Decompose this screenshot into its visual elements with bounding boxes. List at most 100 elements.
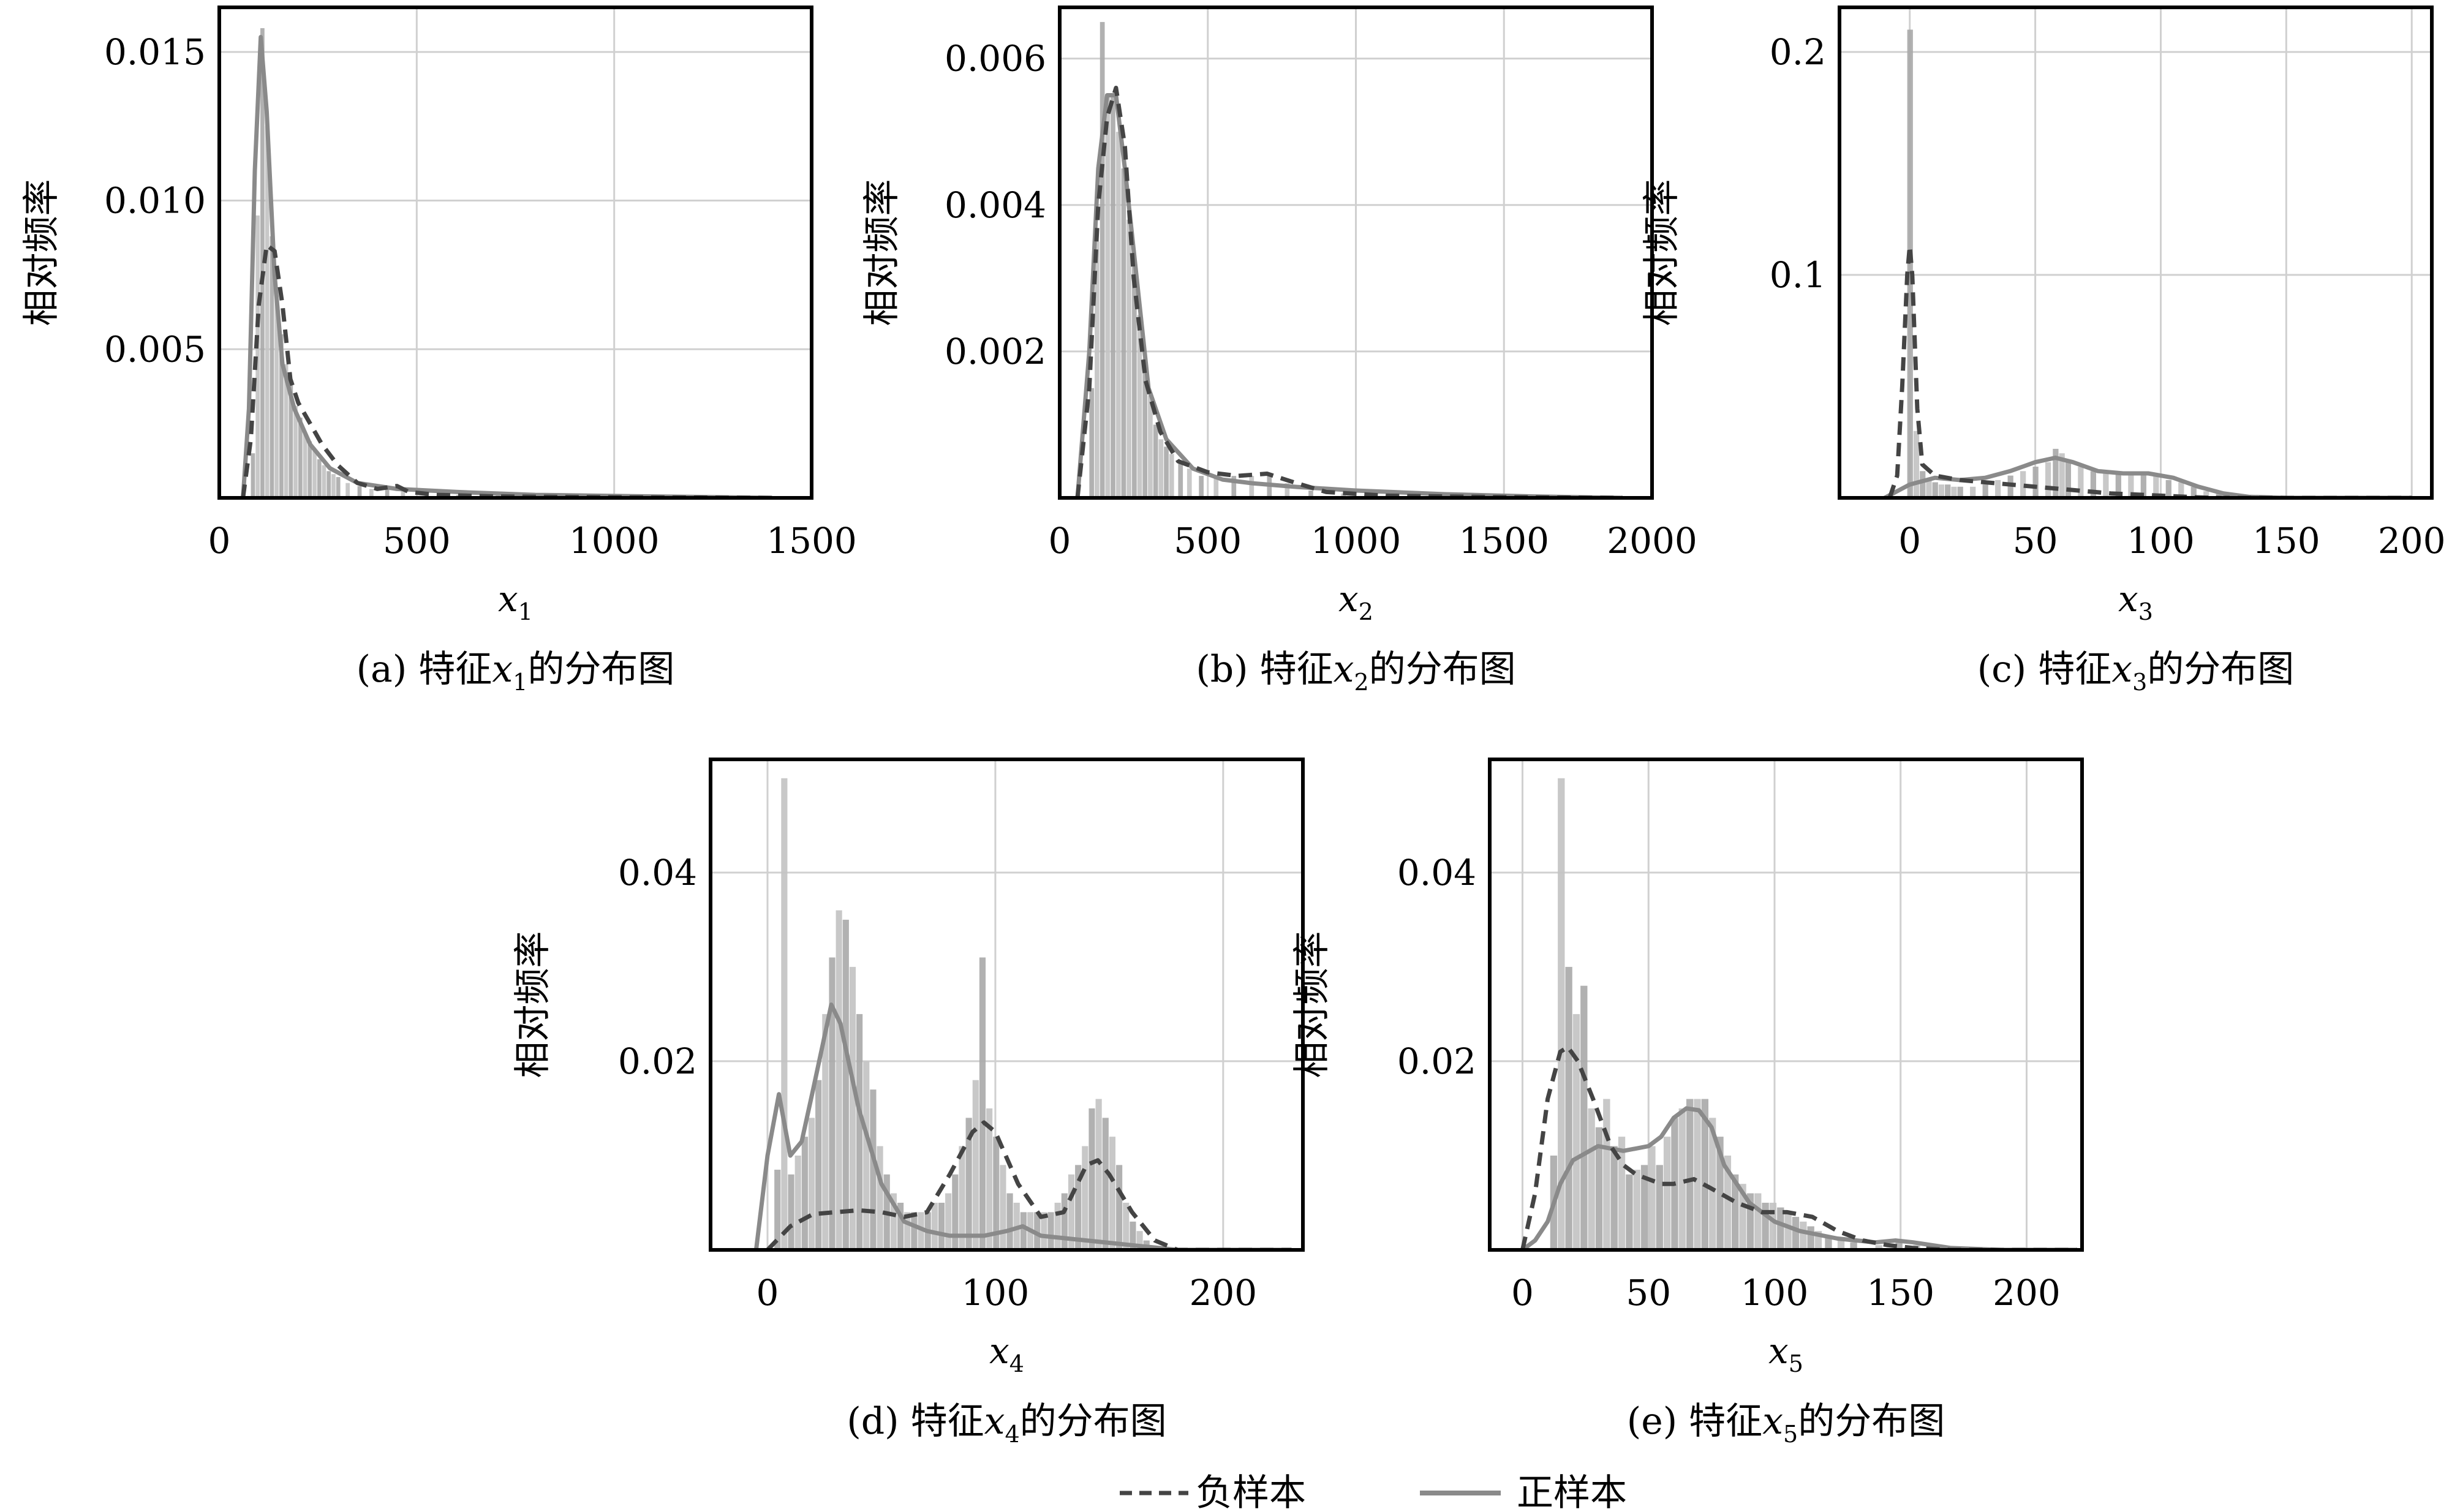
y-axis-label: 相对频率 (1291, 931, 1334, 1078)
x-axis-label-subscript: 3 (2138, 598, 2153, 625)
histogram-bar (293, 405, 298, 498)
histogram-bar (918, 1212, 924, 1250)
x-tick-label: 150 (2252, 520, 2320, 562)
histogram-bar (1580, 985, 1588, 1250)
y-tick-label: 0.002 (945, 331, 1046, 372)
histogram-bar (965, 1118, 972, 1250)
histogram-bar (265, 126, 270, 498)
x-tick-label: 500 (383, 520, 451, 562)
histogram-bar (842, 919, 849, 1250)
caption-prefix: (d) 特征 (847, 1400, 984, 1443)
histogram-bar (1572, 1014, 1580, 1250)
histogram-bar (938, 1202, 945, 1250)
histogram-bar (1111, 95, 1115, 498)
histogram-bar (260, 28, 265, 498)
y-tick-label: 0.02 (618, 1040, 697, 1082)
histogram-bar (972, 1080, 979, 1250)
y-axis-label: 相对频率 (1640, 179, 1683, 326)
histogram-bar (1089, 388, 1095, 498)
histogram-bar (1142, 358, 1148, 498)
histogram-bar (1116, 1165, 1123, 1250)
histogram-bar (1075, 1165, 1082, 1250)
histogram-bar (1109, 1137, 1116, 1250)
negative-kde-line (1887, 244, 2412, 498)
histogram-bar (829, 957, 836, 1250)
x-tick-label: 0 (208, 520, 231, 562)
histogram-bar (2090, 471, 2096, 498)
histogram-bar (1231, 476, 1237, 498)
histogram-bar (1982, 484, 1988, 498)
histogram-bar (2078, 467, 2084, 498)
negative-kde-line (1075, 86, 1623, 498)
caption-prefix: (a) 特征 (357, 648, 492, 691)
x-tick-label: 0 (1049, 520, 1071, 562)
y-axis-label: 相对频率 (20, 179, 63, 326)
histogram-bar (345, 483, 350, 498)
histogram-bar (2216, 493, 2222, 498)
caption-variable: x (492, 648, 513, 691)
histogram-bar (897, 1202, 904, 1250)
histogram-bar (1850, 1242, 1857, 1250)
histogram-bar (1249, 476, 1255, 498)
histogram-bar (1762, 1202, 1769, 1250)
histogram-bar (1126, 219, 1131, 498)
plot-area (241, 28, 777, 498)
y-tick-label: 0.04 (1397, 852, 1476, 893)
x-tick-label: 500 (1174, 520, 1242, 562)
caption-prefix: (c) 特征 (1977, 648, 2112, 691)
x-axis-label-subscript: 1 (518, 598, 533, 625)
histogram-bar (863, 1061, 870, 1250)
histogram-bar (2053, 448, 2059, 498)
caption-suffix: 的分布图 (1020, 1400, 1167, 1443)
plot-area (1884, 29, 2412, 498)
histogram-bar (1603, 1099, 1610, 1250)
histogram-bar (1938, 484, 1945, 498)
histogram-bar (1814, 1231, 1822, 1250)
x-tick-label: 50 (2013, 520, 2058, 562)
histogram-bar (2020, 471, 2026, 498)
histogram-bar (2007, 475, 2013, 498)
histogram-bar (369, 489, 374, 498)
histogram-bar (303, 432, 308, 498)
histogram-bar (1095, 1099, 1102, 1250)
y-tick-label: 0.006 (945, 38, 1046, 80)
histogram-bar (1678, 1108, 1686, 1250)
histogram-bar (357, 486, 362, 498)
histogram-bar (1945, 484, 1951, 498)
histogram-bar (1724, 1155, 1732, 1250)
histogram-bar (952, 1174, 959, 1250)
histogram-bar (1100, 21, 1105, 498)
x-tick-label: 1500 (766, 520, 857, 562)
histogram-bar (1565, 966, 1572, 1250)
legend-negative-label: 负样本 (1196, 1472, 1306, 1512)
histogram-bar (2178, 482, 2184, 498)
plot-frame (1838, 6, 2434, 500)
histogram-bar (1131, 263, 1137, 498)
histogram-bar (1199, 476, 1204, 498)
histogram-bar (1115, 132, 1121, 498)
chart-caption: (b) 特征x2的分布图 (1196, 648, 1515, 696)
histogram-bar (794, 1155, 801, 1250)
x-tick-label: 0 (756, 1272, 779, 1314)
histogram-bar (1148, 395, 1153, 498)
histogram-bar (1769, 1202, 1777, 1250)
histogram-bar (1178, 461, 1183, 498)
histogram-bar (836, 910, 842, 1250)
y-tick-label: 0.04 (618, 852, 697, 893)
x-tick-label: 0 (1898, 520, 1921, 562)
histogram-bar (1187, 468, 1192, 498)
x-axis-label: x5 (1768, 1330, 1803, 1377)
histogram-bar (2128, 473, 2134, 498)
histogram-bar (2140, 473, 2146, 498)
histogram-bar (1136, 1231, 1143, 1250)
x-tick-label: 50 (1626, 1272, 1671, 1314)
chart-caption: (a) 特征x1的分布图 (357, 648, 675, 696)
histogram-bar (1105, 95, 1111, 498)
histogram-bar (1267, 476, 1272, 498)
histogram-bar (815, 1080, 822, 1250)
histogram-bar (331, 474, 336, 498)
caption-variable: x (1762, 1400, 1783, 1443)
histogram-bar (312, 450, 317, 498)
histogram-bar (1926, 480, 1932, 498)
